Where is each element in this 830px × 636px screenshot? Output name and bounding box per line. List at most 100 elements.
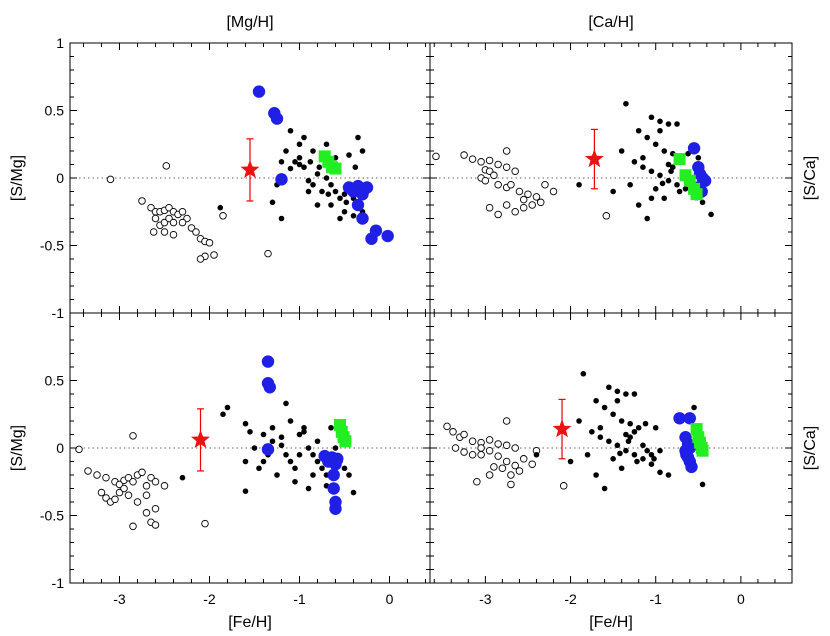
filled-dot-point — [644, 447, 650, 454]
open-circle-point — [481, 176, 490, 185]
blue-circle-point — [687, 142, 701, 155]
y-axis-label-top-left: [S/Mg] — [9, 155, 26, 201]
filled-dot-point — [355, 134, 361, 141]
filled-dot-point — [635, 202, 642, 208]
filled-dot-point — [606, 384, 612, 391]
filled-dot-point — [652, 186, 659, 192]
filled-dot-point — [269, 424, 276, 431]
blue-circle-point — [270, 112, 284, 125]
filled-dot-point — [617, 450, 623, 457]
filled-dot-point — [310, 472, 316, 478]
filled-dot-point — [305, 485, 312, 492]
filled-dot-point — [296, 431, 303, 438]
filled-dot-point — [648, 451, 655, 458]
blue-circle-point — [252, 85, 266, 98]
filled-dot-point — [618, 465, 625, 472]
filled-dot-point — [323, 141, 330, 148]
filled-dot-point — [584, 451, 591, 458]
filled-dot-point — [627, 420, 633, 427]
filled-dot-point — [634, 458, 640, 465]
open-circle-point — [120, 484, 128, 493]
filled-dot-point — [274, 472, 280, 478]
x-tick-label: -1 — [649, 591, 662, 607]
filled-dot-point — [278, 442, 285, 449]
open-circle-point — [169, 218, 178, 227]
filled-dot-point — [305, 188, 312, 195]
red-star-point — [240, 159, 260, 178]
open-circle-point — [151, 521, 160, 529]
column-title-left: [Mg/H] — [226, 14, 273, 31]
filled-dot-point — [316, 164, 323, 170]
filled-dot-point — [623, 431, 629, 438]
filled-dot-point — [343, 199, 350, 206]
filled-dot-point — [310, 181, 316, 188]
open-circle-point — [602, 212, 611, 220]
filled-dot-point — [631, 429, 638, 435]
open-circle-point — [149, 228, 158, 236]
filled-dot-point — [652, 424, 659, 431]
filled-dot-point — [352, 164, 359, 170]
open-circle-point — [93, 471, 101, 479]
filled-dot-point — [283, 451, 289, 458]
open-circle-point — [511, 461, 519, 470]
filled-dot-point — [292, 159, 298, 165]
blue-circle-point — [331, 452, 344, 465]
filled-dot-point — [567, 458, 574, 465]
panel-bottom-right — [430, 370, 792, 492]
y-tick-label: 1 — [56, 35, 64, 51]
y-tick-label: -0.5 — [40, 508, 64, 524]
open-circle-point — [494, 160, 502, 169]
filled-dot-point — [287, 127, 294, 134]
panel-top-left — [70, 85, 430, 263]
filled-dot-point — [631, 391, 638, 397]
filled-dot-point — [217, 204, 224, 211]
open-circle-point — [515, 187, 524, 196]
filled-dot-point — [648, 461, 655, 468]
filled-dot-point — [310, 451, 316, 458]
open-circle-point — [178, 218, 187, 227]
open-circle-point — [473, 478, 481, 486]
filled-dot-point — [627, 181, 633, 188]
filled-dot-point — [674, 181, 680, 188]
open-circle-point — [485, 156, 494, 165]
filled-dot-point — [631, 159, 638, 165]
open-circle-point — [511, 167, 519, 175]
filled-dot-point — [635, 424, 642, 431]
open-circle-point — [519, 203, 528, 212]
open-circle-point — [178, 207, 187, 216]
filled-dot-point — [533, 451, 540, 458]
open-circle-point — [468, 437, 477, 446]
open-circle-point — [75, 445, 83, 454]
filled-dot-point — [623, 447, 629, 454]
filled-dot-point — [260, 431, 267, 438]
filled-dot-point — [283, 148, 289, 154]
filled-dot-point — [242, 488, 249, 495]
filled-dot-point — [652, 141, 659, 148]
open-circle-point — [460, 151, 468, 159]
open-circle-point — [502, 201, 511, 209]
panels-layer — [70, 85, 792, 531]
open-circle-point — [219, 212, 227, 220]
open-circle-point — [160, 482, 169, 490]
filled-dot-point — [328, 424, 334, 431]
filled-dot-point — [301, 134, 307, 141]
filled-dot-point — [278, 215, 285, 222]
filled-dot-point — [597, 424, 604, 431]
x-axis-label-right: [Fe/H] — [589, 614, 633, 631]
open-circle-point — [494, 440, 502, 448]
filled-dot-point — [648, 114, 655, 121]
filled-dot-point — [337, 195, 343, 202]
filled-dot-point — [580, 370, 587, 377]
filled-dot-point — [269, 199, 276, 206]
green-square-point — [329, 162, 342, 175]
filled-dot-point — [665, 177, 672, 184]
filled-dot-point — [278, 434, 285, 441]
open-circle-point — [449, 428, 457, 436]
filled-dot-point — [657, 469, 663, 476]
open-circle-point — [151, 478, 160, 486]
open-circle-point — [151, 214, 160, 223]
filled-dot-point — [278, 159, 285, 165]
y-tick-label: -0.5 — [40, 238, 64, 254]
filled-dot-point — [287, 418, 294, 424]
blue-circle-point — [329, 502, 342, 515]
